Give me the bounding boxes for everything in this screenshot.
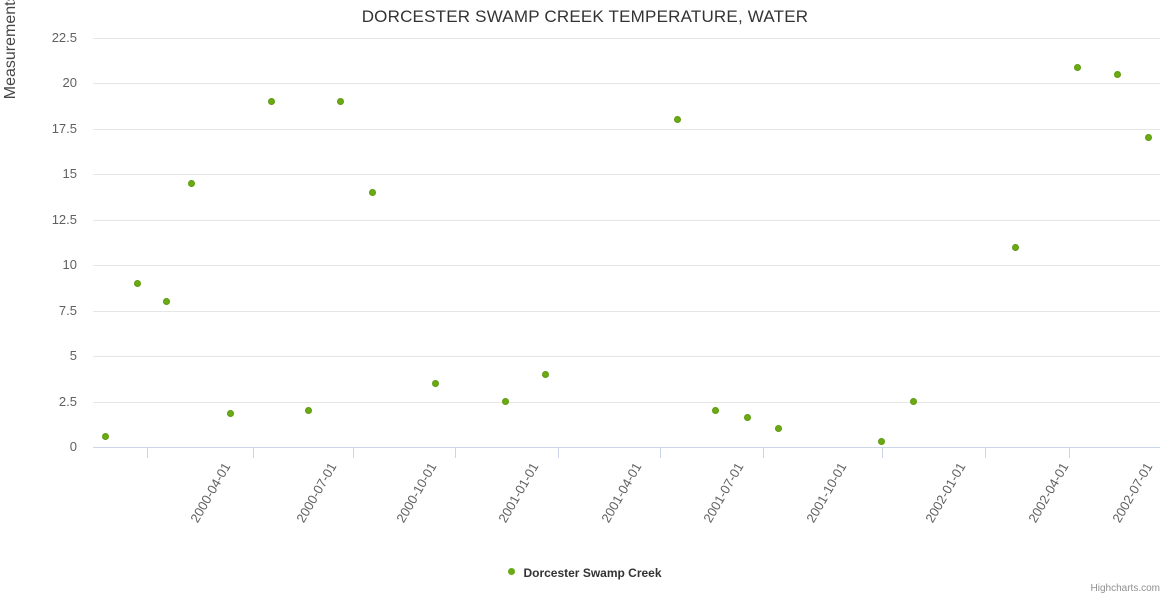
gridline xyxy=(93,356,1160,358)
highcharts-credits[interactable]: Highcharts.com xyxy=(1090,583,1160,594)
x-axis-tick xyxy=(558,448,559,458)
x-axis-tick-label: 2001-07-01 xyxy=(700,460,747,526)
x-axis-tick xyxy=(985,448,986,458)
x-axis-tick xyxy=(763,448,764,458)
data-point[interactable] xyxy=(909,398,917,406)
y-axis-tick-label: 2.5 xyxy=(58,393,77,409)
data-point[interactable] xyxy=(304,407,312,415)
gridline xyxy=(93,401,1160,403)
x-axis-tick-label: 2000-07-01 xyxy=(293,460,340,526)
plot-area xyxy=(93,38,1160,448)
gridline xyxy=(93,219,1160,221)
y-axis-tick-label: 12.5 xyxy=(51,211,77,227)
legend-item-label: Dorcester Swamp Creek xyxy=(523,565,662,580)
chart-legend: Dorcester Swamp Creek xyxy=(0,563,1170,581)
x-axis-line xyxy=(93,447,1160,448)
y-axis-tick-label: 17.5 xyxy=(51,120,77,136)
data-point[interactable] xyxy=(1113,70,1121,78)
x-axis-tick-label: 2001-01-01 xyxy=(495,460,542,526)
x-axis-tick-label: 2002-04-01 xyxy=(1025,460,1072,526)
x-axis-tick xyxy=(1069,448,1070,458)
x-axis-tick-label: 2001-10-01 xyxy=(803,460,850,526)
x-axis-tick xyxy=(147,448,148,458)
data-point[interactable] xyxy=(267,98,275,106)
y-axis-tick-label: 0 xyxy=(69,439,77,454)
data-point[interactable] xyxy=(541,370,549,378)
data-point[interactable] xyxy=(162,298,170,306)
gridline xyxy=(93,38,1160,39)
data-point[interactable] xyxy=(1144,134,1152,142)
data-point[interactable] xyxy=(743,414,751,422)
x-axis-tick-label: 2000-10-01 xyxy=(393,460,440,526)
gridline xyxy=(93,265,1160,267)
data-point[interactable] xyxy=(101,432,109,440)
data-point[interactable] xyxy=(711,407,719,415)
data-point[interactable] xyxy=(673,116,681,124)
data-point[interactable] xyxy=(368,189,376,196)
x-axis-tick xyxy=(882,448,883,458)
data-point[interactable] xyxy=(877,438,885,446)
data-point[interactable] xyxy=(501,398,509,406)
x-axis-tick-label: 2000-04-01 xyxy=(187,460,234,526)
gridline xyxy=(93,128,1160,130)
chart-title: DORCESTER SWAMP CREEK TEMPERATURE, WATER xyxy=(361,7,809,26)
x-axis-tick-label: 2001-04-01 xyxy=(598,460,645,526)
x-axis-tick xyxy=(660,448,661,458)
y-axis-tick-label: 15 xyxy=(62,166,77,182)
y-axis-tick-labels: 0 2.5 5 7.5 10 12.5 15 17.5 20 22.5 xyxy=(17,30,77,454)
x-axis-tick-label: 2002-01-01 xyxy=(922,460,969,526)
gridline xyxy=(93,83,1160,85)
x-axis-tick-label: 2002-07-01 xyxy=(1109,460,1156,526)
data-point[interactable] xyxy=(187,179,195,187)
data-point[interactable] xyxy=(1011,243,1019,251)
x-axis-tick xyxy=(455,448,456,458)
y-axis-tick-label: 10 xyxy=(62,257,77,273)
x-axis-tick xyxy=(253,448,254,458)
data-point[interactable] xyxy=(1073,63,1081,71)
y-axis-tick-label: 20 xyxy=(62,75,77,91)
y-axis-tick-label: 5 xyxy=(69,348,77,364)
data-point[interactable] xyxy=(133,279,141,287)
y-axis-tick-label: 7.5 xyxy=(58,302,77,318)
data-point[interactable] xyxy=(226,409,234,417)
gridline xyxy=(93,310,1160,312)
data-point[interactable] xyxy=(431,379,439,387)
data-point[interactable] xyxy=(774,425,782,433)
legend-item-dorcester-swamp-creek[interactable]: Dorcester Swamp Creek xyxy=(508,565,662,580)
legend-marker-icon xyxy=(508,568,516,576)
data-point[interactable] xyxy=(336,98,344,106)
gridline xyxy=(93,174,1160,176)
y-axis-tick-label: 22.5 xyxy=(51,30,77,45)
x-axis-tick xyxy=(353,448,354,458)
